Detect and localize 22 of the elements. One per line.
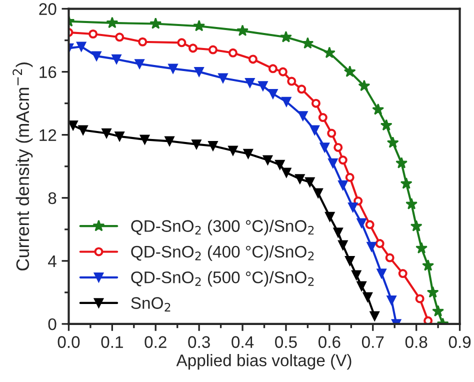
y-tick-label: 0	[48, 318, 56, 330]
legend-label: QD-SnO$_{2}$ (300 °C)/SnO$_{2}$	[131, 220, 314, 236]
y-tick-label: 12	[40, 129, 56, 141]
x-tick-label: 0.4	[232, 336, 254, 348]
x-tick-label: 0.1	[101, 336, 123, 348]
y-tick-label: 8	[48, 192, 56, 204]
x-tick-label: 0.9	[448, 336, 471, 348]
y-axis-title: Current density (mAcm$^{−2}$)	[12, 62, 33, 270]
y-tick-label: 4	[48, 255, 56, 267]
x-tick-label: 0.2	[144, 336, 166, 348]
x-tick-label: 0.3	[188, 336, 210, 348]
x-tick-label: 0.6	[318, 336, 340, 348]
y-tick-label: 16	[40, 66, 56, 78]
x-tick-label: 0.5	[275, 336, 297, 348]
x-axis-title: Applied bias voltage (V)	[176, 354, 352, 370]
x-tick-label: 0.8	[405, 336, 428, 348]
y-tick-label: 20	[39, 3, 56, 15]
x-tick-label: 0.7	[362, 336, 384, 348]
legend-label: QD-SnO$_{2}$ (500 °C)/SnO$_{2}$	[131, 271, 314, 287]
x-tick-label: 0.0	[58, 336, 80, 348]
legend-label: QD-SnO$_{2}$ (400 °C)/SnO$_{2}$	[131, 245, 314, 261]
legend-label: SnO$_{2}$	[131, 297, 170, 312]
